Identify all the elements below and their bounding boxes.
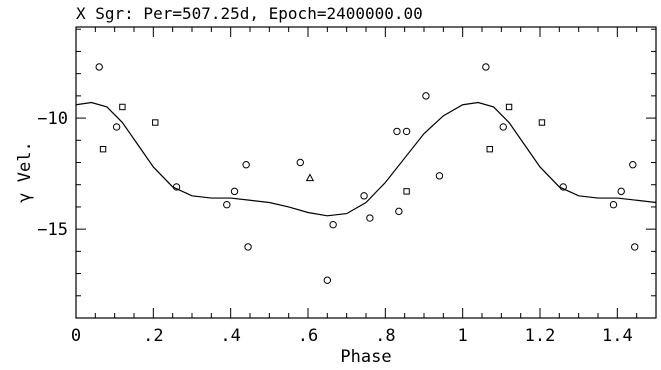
circle-point: [329, 221, 337, 229]
x-tick-label: 1.2: [525, 326, 556, 346]
circle-point: [230, 187, 239, 196]
circle-point: [296, 158, 304, 167]
circle-point: [629, 161, 637, 169]
circle-point: [360, 192, 368, 200]
square-point: [505, 103, 513, 111]
circle-point: [393, 127, 401, 136]
circle-point: [112, 123, 121, 131]
square-point: [152, 119, 159, 126]
tick-labels: 0 .2 .4 .6 .8 1 1.2 1.4 −10 −15: [37, 109, 632, 346]
triangle-point: [305, 173, 315, 182]
square-point: [403, 188, 410, 195]
circle-point: [482, 63, 490, 71]
axis-ticks: [75, 27, 657, 319]
data-markers: [95, 63, 639, 284]
square-point: [538, 119, 546, 126]
x-tick-label: .8: [375, 326, 395, 346]
plot-frame: [75, 26, 657, 319]
y-tick-label: −10: [37, 109, 68, 129]
square-point: [119, 103, 126, 111]
square-point: [486, 145, 493, 153]
circle-point: [242, 161, 250, 169]
x-tick-label: 1.4: [602, 326, 633, 346]
circle-point: [559, 183, 567, 191]
x-tick-label: .6: [298, 326, 318, 346]
circle-point: [244, 243, 252, 251]
circle-point: [172, 183, 181, 191]
circle-point: [323, 276, 332, 284]
fit-curve: [75, 101, 657, 217]
circle-point: [402, 127, 411, 136]
square-point: [99, 145, 107, 153]
x-tick-label: .4: [220, 326, 240, 346]
circle-point: [395, 207, 403, 216]
circle-point: [617, 187, 625, 196]
y-axis-label: γ Vel.: [15, 141, 35, 202]
chart-title: X Sgr: Per=507.25d, Epoch=2400000.00: [76, 4, 423, 23]
circle-point: [223, 201, 231, 209]
circle-point: [609, 201, 618, 209]
y-tick-label: −15: [37, 220, 68, 240]
x-axis-label: Phase: [340, 347, 391, 367]
circle-point: [631, 243, 639, 251]
circle-point: [499, 123, 507, 131]
x-tick-label: 1: [458, 326, 468, 346]
circle-point: [366, 214, 374, 222]
circle-point: [95, 63, 103, 71]
circle-point: [422, 92, 430, 100]
x-tick-label: .2: [143, 326, 163, 346]
circle-point: [435, 172, 444, 180]
x-tick-label: 0: [71, 326, 81, 346]
